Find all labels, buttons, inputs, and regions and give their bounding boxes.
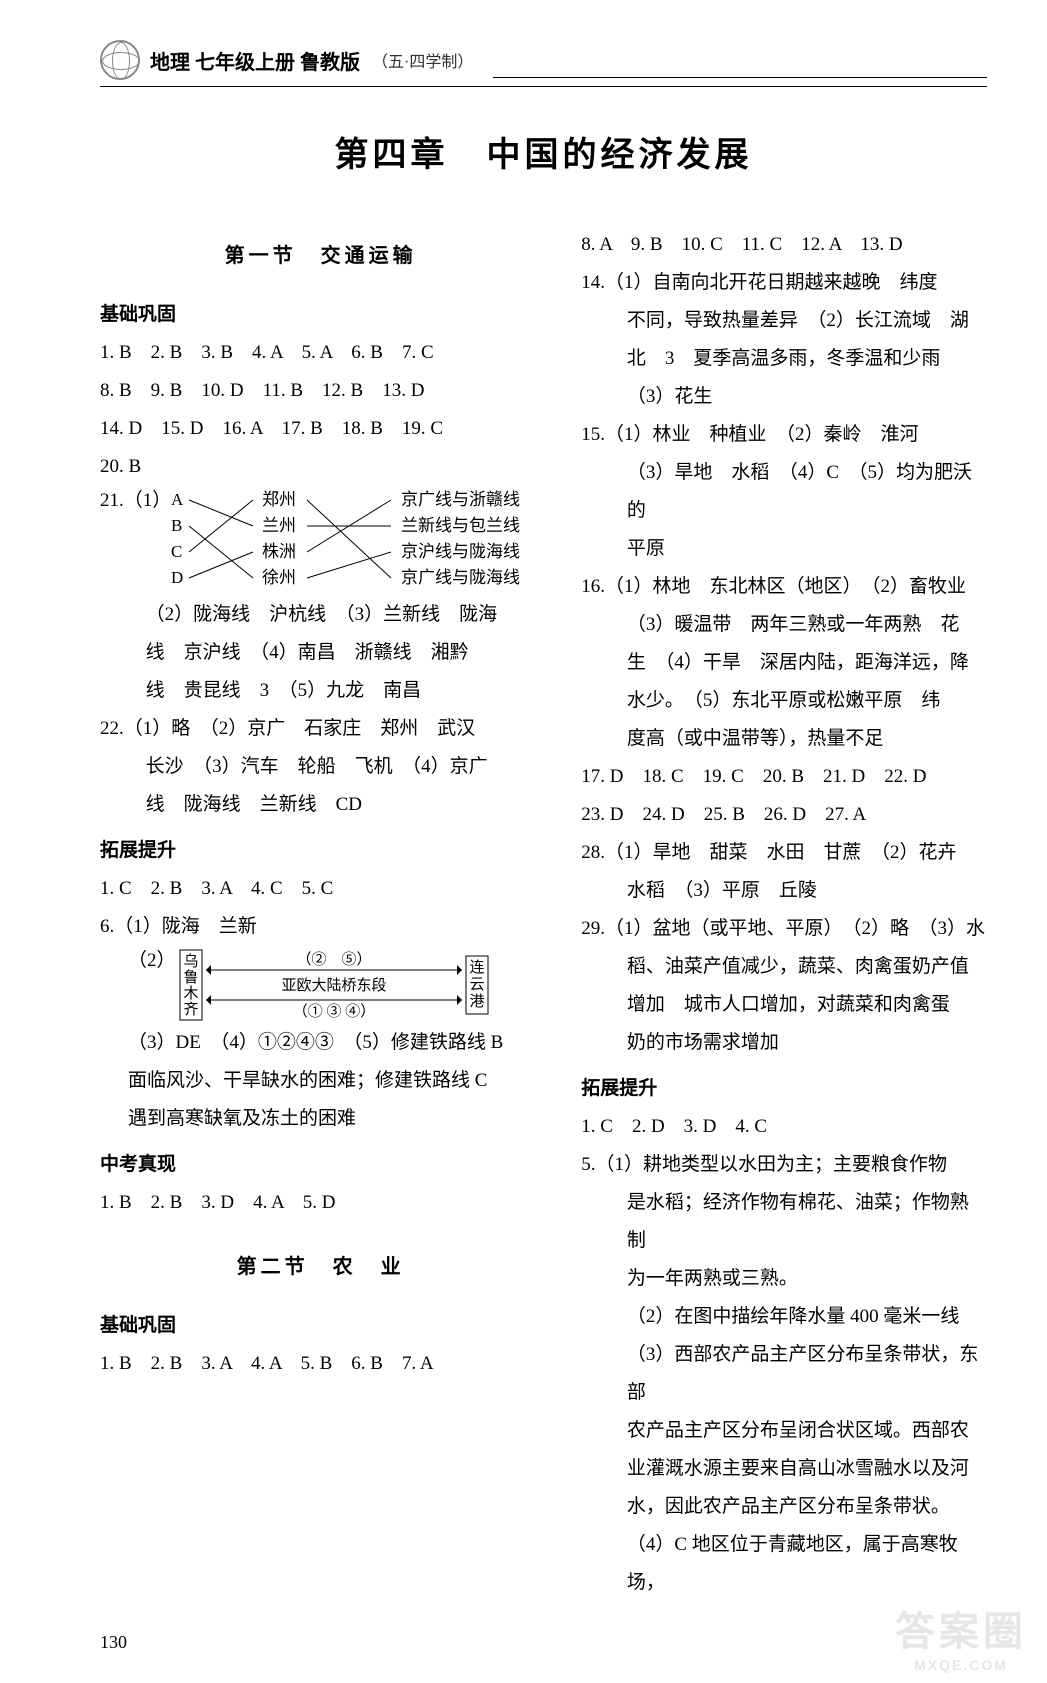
svg-text:C: C bbox=[171, 542, 182, 561]
q5-line: 5.（1）耕地类型以水田为主；主要粮食作物 bbox=[581, 1146, 987, 1184]
q14-line: （3）花生 bbox=[581, 378, 987, 416]
watermark-main: 答案圈 bbox=[895, 1610, 1027, 1654]
q5-line: （4）C 地区位于青藏地区，属于高寒牧场， bbox=[581, 1526, 987, 1602]
svg-text:连: 连 bbox=[469, 959, 484, 976]
q28-line: 28.（1）旱地 甜菜 水田 甘蔗 （2）花卉 bbox=[581, 834, 987, 872]
q5-line: 农产品主产区分布呈闭合状区域。西部农 bbox=[581, 1412, 987, 1450]
q16-line: （3）暖温带 两年三熟或一年两熟 花 bbox=[581, 606, 987, 644]
section2-title: 第二节 农 业 bbox=[100, 1247, 541, 1287]
svg-text:（① ③ ④）: （① ③ ④） bbox=[292, 1003, 375, 1020]
q6-line: （3）DE （4）①②④③ （5）修建铁路线 B bbox=[100, 1024, 541, 1062]
q21-line: 线 贵昆线 3 （5）九龙 南昌 bbox=[100, 672, 541, 710]
matching-diagram: A 郑州 京广线与浙赣线 B 兰州 兰新线与包兰线 C 株洲 京沪线与陇海线 D 徐州 京广线与陇海线 bbox=[171, 486, 541, 596]
header-subtitle: （五·四学制） bbox=[372, 48, 473, 72]
subhead-tuozhan: 拓展提升 bbox=[100, 832, 541, 870]
section1-title: 第一节 交通运输 bbox=[100, 236, 541, 276]
q29-line: 奶的市场需求增加 bbox=[581, 1024, 987, 1062]
q16-line: 水少。 （5）东北平原或松嫩平原 纬 bbox=[581, 682, 987, 720]
q15-line: 平原 bbox=[581, 530, 987, 568]
svg-text:郑州: 郑州 bbox=[262, 490, 296, 509]
q15-line: 15.（1）林业 种植业 （2）秦岭 淮河 bbox=[581, 416, 987, 454]
watermark: 答案圈 MXQE.COM bbox=[895, 1599, 1027, 1673]
answer-line: 8. A 9. B 10. C 11. C 12. A 13. D bbox=[581, 226, 987, 264]
q5-line: 业灌溉水源主要来自高山冰雪融水以及河 bbox=[581, 1450, 987, 1488]
svg-text:云: 云 bbox=[469, 977, 484, 993]
svg-text:B: B bbox=[171, 516, 182, 535]
svg-text:亚欧大陆桥东段: 亚欧大陆桥东段 bbox=[281, 977, 386, 994]
q14-line: 不同，导致热量差异 （2）长江流域 湖 bbox=[581, 302, 987, 340]
subhead-jichu2: 基础巩固 bbox=[100, 1307, 541, 1345]
subhead-tuozhan-r: 拓展提升 bbox=[581, 1070, 987, 1108]
svg-text:A: A bbox=[171, 490, 184, 509]
subhead-jichu: 基础巩固 bbox=[100, 296, 541, 334]
q6-line: 6.（1）陇海 兰新 bbox=[100, 908, 541, 946]
answer-line: 17. D 18. C 19. C 20. B 21. D 22. D bbox=[581, 758, 987, 796]
svg-text:D: D bbox=[171, 568, 183, 587]
q21-prefix: 21.（1） bbox=[100, 486, 171, 516]
q6-line: 面临风沙、干旱缺水的困难；修建铁路线 C bbox=[100, 1062, 541, 1100]
answer-line: 14. D 15. D 16. A 17. B 18. B 19. C bbox=[100, 410, 541, 448]
q21-line: （2）陇海线 沪杭线 （3）兰新线 陇海 bbox=[100, 596, 541, 634]
answer-line: 20. B bbox=[100, 448, 541, 486]
answer-line: 1. B 2. B 3. D 4. A 5. D bbox=[100, 1184, 541, 1222]
svg-text:徐州: 徐州 bbox=[262, 568, 296, 587]
answer-line: 1. C 2. B 3. A 4. C 5. C bbox=[100, 870, 541, 908]
page-header: 地理 七年级上册 鲁教版 （五·四学制） bbox=[100, 40, 987, 87]
svg-text:京广线与陇海线: 京广线与陇海线 bbox=[401, 568, 520, 587]
q16-line: 16.（1）林地 东北林区（地区） （2）畜牧业 bbox=[581, 568, 987, 606]
svg-text:木: 木 bbox=[183, 985, 198, 1002]
svg-text:鲁: 鲁 bbox=[183, 969, 198, 986]
watermark-sub: MXQE.COM bbox=[895, 1657, 1027, 1673]
q6-2-prefix: （2） bbox=[128, 946, 176, 976]
q22-line: 线 陇海线 兰新线 CD bbox=[100, 786, 541, 824]
svg-text:兰州: 兰州 bbox=[262, 516, 296, 535]
svg-text:京广线与浙赣线: 京广线与浙赣线 bbox=[401, 490, 520, 509]
svg-text:乌: 乌 bbox=[183, 953, 198, 970]
q5-line: （3）西部农产品主产区分布呈条带状，东部 bbox=[581, 1336, 987, 1412]
q29-line: 增加 城市人口增加，对蔬菜和肉禽蛋 bbox=[581, 986, 987, 1024]
q28-line: 水稻 （3）平原 丘陵 bbox=[581, 872, 987, 910]
svg-text:株洲: 株洲 bbox=[262, 542, 296, 561]
answer-line: 8. B 9. B 10. D 11. B 12. B 13. D bbox=[100, 372, 541, 410]
subhead-zhongkao: 中考真现 bbox=[100, 1146, 541, 1184]
q6-2: （2） 乌鲁木齐 连云港 （② ⑤） 亚欧大陆桥东段 （① ③ ④） bbox=[128, 946, 541, 1024]
q5-line: （2）在图中描绘年降水量 400 毫米一线 bbox=[581, 1298, 987, 1336]
svg-text:（② ⑤）: （② ⑤） bbox=[296, 951, 371, 968]
q15-line: （3）旱地 水稻 （4）C （5）均为肥沃的 bbox=[581, 454, 987, 530]
q22-line: 长沙 （3）汽车 轮船 飞机 （4）京广 bbox=[100, 748, 541, 786]
answer-line: 1. C 2. D 3. D 4. C bbox=[581, 1108, 987, 1146]
bridge-diagram: 乌鲁木齐 连云港 （② ⑤） 亚欧大陆桥东段 （① ③ ④） bbox=[176, 946, 496, 1024]
answer-line: 1. B 2. B 3. A 4. A 5. B 6. B 7. A bbox=[100, 1345, 541, 1383]
q5-line: 是水稻；经济作物有棉花、油菜；作物熟制 bbox=[581, 1184, 987, 1260]
q29-line: 29.（1）盆地（或平地、平原） （2）略 （3）水 bbox=[581, 910, 987, 948]
svg-text:京沪线与陇海线: 京沪线与陇海线 bbox=[401, 542, 520, 561]
q6-line: 遇到高寒缺氧及冻土的困难 bbox=[100, 1100, 541, 1138]
answer-line: 1. B 2. B 3. B 4. A 5. A 6. B 7. C bbox=[100, 334, 541, 372]
q5-line: 为一年两熟或三熟。 bbox=[581, 1260, 987, 1298]
header-title: 地理 七年级上册 鲁教版 bbox=[150, 46, 360, 75]
svg-text:港: 港 bbox=[469, 993, 484, 1010]
q16-line: 度高（或中温带等），热量不足 bbox=[581, 720, 987, 758]
page-number: 130 bbox=[100, 1632, 987, 1653]
q21: 21.（1） A 郑州 京广线与浙赣线 B 兰州 兰新线与包兰线 C 株洲 京沪线与陇海线 D 徐州… bbox=[100, 486, 541, 596]
q16-line: 生 （4）干旱 深居内陆，距海洋远，降 bbox=[581, 644, 987, 682]
chapter-title: 第四章 中国的经济发展 bbox=[100, 127, 987, 176]
q21-line: 线 京沪线 （4）南昌 浙赣线 湘黔 bbox=[100, 634, 541, 672]
svg-text:齐: 齐 bbox=[183, 1001, 198, 1018]
content-columns: 第一节 交通运输 基础巩固 1. B 2. B 3. B 4. A 5. A 6… bbox=[100, 226, 987, 1602]
left-column: 第一节 交通运输 基础巩固 1. B 2. B 3. B 4. A 5. A 6… bbox=[100, 226, 541, 1602]
q22-line: 22.（1）略 （2）京广 石家庄 郑州 武汉 bbox=[100, 710, 541, 748]
q14-line: 14.（1）自南向北开花日期越来越晚 纬度 bbox=[581, 264, 987, 302]
q14-line: 北 3 夏季高温多雨，冬季温和少雨 bbox=[581, 340, 987, 378]
right-column: 8. A 9. B 10. C 11. C 12. A 13. D 14.（1）… bbox=[581, 226, 987, 1602]
header-rule bbox=[493, 77, 987, 78]
q29-line: 稻、油菜产值减少，蔬菜、肉禽蛋奶产值 bbox=[581, 948, 987, 986]
svg-text:兰新线与包兰线: 兰新线与包兰线 bbox=[401, 516, 520, 535]
answer-line: 23. D 24. D 25. B 26. D 27. A bbox=[581, 796, 987, 834]
q5-line: 水，因此农产品主产区分布呈条带状。 bbox=[581, 1488, 987, 1526]
globe-icon bbox=[100, 40, 140, 80]
